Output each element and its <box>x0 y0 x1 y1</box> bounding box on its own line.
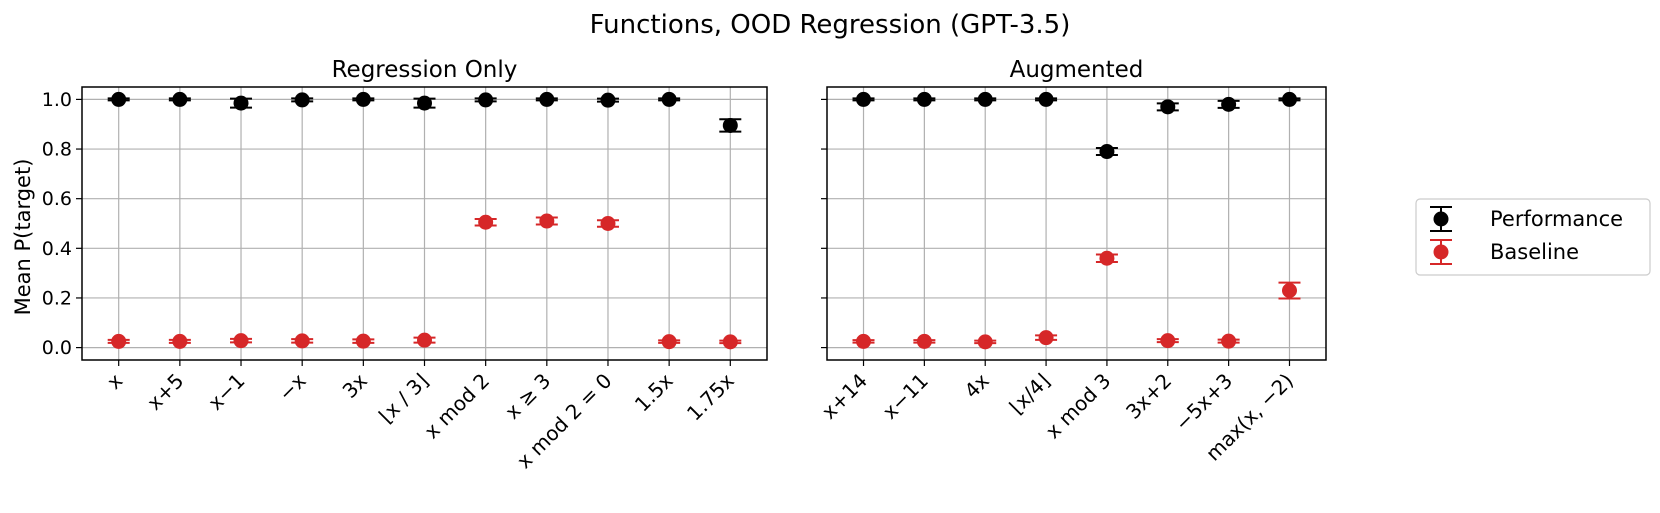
performance-point <box>478 92 494 108</box>
legend: Performance Baseline <box>1415 198 1651 276</box>
x-tick-label-x-3: x ≥ 3 <box>500 369 555 424</box>
baseline-point <box>1160 333 1176 349</box>
baseline-point <box>478 214 494 230</box>
baseline-point <box>294 333 310 349</box>
legend-marker-baseline <box>1433 244 1449 260</box>
x-tick-label-x: x <box>102 368 127 393</box>
performance-point <box>233 95 249 111</box>
axes-frame <box>826 86 1327 361</box>
legend-label-baseline: Baseline <box>1490 240 1579 264</box>
y-tick-label: 0.0 <box>42 337 72 359</box>
performance-point <box>722 117 738 133</box>
x-tick-label-x-mod-2: x mod 2 <box>419 369 494 444</box>
baseline-point <box>539 213 555 229</box>
performance-point <box>417 95 432 111</box>
y-axis-label: Mean P(target) <box>11 159 35 316</box>
baseline-point <box>1038 330 1054 346</box>
legend-item-performance: Performance <box>1430 206 1623 232</box>
performance-point <box>600 92 616 108</box>
baseline-point <box>172 333 188 349</box>
legend-item-baseline: Baseline <box>1430 239 1579 265</box>
performance-point <box>1160 99 1176 115</box>
x-tick-label-4x: 4x <box>959 368 993 402</box>
baseline-point <box>661 334 677 350</box>
x-tick-label-x-14: x+14 <box>817 369 872 424</box>
x-tick-label-x: −x <box>274 368 311 405</box>
performance-point <box>294 92 310 108</box>
legend-label-performance: Performance <box>1490 207 1623 231</box>
baseline-point <box>856 333 872 349</box>
baseline-point <box>1099 250 1115 266</box>
performance-point <box>1038 91 1054 107</box>
y-tick-label: 0.8 <box>42 139 72 161</box>
baseline-point <box>977 334 993 350</box>
panel-title: Augmented <box>1010 57 1144 83</box>
baseline-point <box>1281 283 1297 299</box>
baseline-point <box>600 216 616 231</box>
performance-point <box>111 91 127 107</box>
y-tick-label: 0.2 <box>42 287 72 309</box>
performance-point <box>355 91 371 107</box>
legend-marker-performance <box>1433 211 1449 227</box>
performance-point <box>661 91 677 107</box>
performance-point <box>172 91 188 107</box>
y-tick-label: 0.6 <box>42 188 72 210</box>
baseline-point <box>722 334 738 350</box>
x-tick-label-x-4: ⌊x/4⌋ <box>1004 369 1054 419</box>
performance-point <box>539 91 555 107</box>
baseline-point <box>355 333 371 349</box>
x-tick-label-1-75x: 1.75x <box>682 368 739 425</box>
x-tick-label-3x: 3x <box>338 368 372 402</box>
panel-regression-only: Regression Only 0.0 0.2 0.4 0.6 0.8 1.0 x x+5 x−1… <box>42 57 768 473</box>
performance-point <box>916 91 932 107</box>
x-tick-label-x-3: ⌊x / 3⌋ <box>374 369 433 428</box>
baseline-point <box>916 333 932 349</box>
axes-frame <box>81 86 768 361</box>
baseline-point <box>111 333 127 349</box>
performance-point <box>856 91 872 107</box>
x-tick-label-1-5x: 1.5x <box>630 368 678 416</box>
y-tick-label: 0.4 <box>42 238 72 260</box>
legend-frame <box>1415 198 1651 276</box>
x-tick-label-x-1: x−1 <box>203 369 249 415</box>
performance-point <box>1281 91 1297 107</box>
y-tick-label: 1.0 <box>42 89 72 111</box>
x-tick-label-x-5: x+5 <box>142 369 188 415</box>
x-tick-label-x-mod-3: x mod 3 <box>1041 369 1116 444</box>
panel-title: Regression Only <box>332 57 518 83</box>
baseline-point <box>417 332 432 348</box>
performance-point <box>977 91 993 107</box>
baseline-point <box>1221 333 1237 349</box>
x-tick-label-3x-2: 3x+2 <box>1121 369 1176 424</box>
x-tick-label-x-11: x−11 <box>878 369 933 424</box>
performance-point <box>1221 96 1237 112</box>
performance-point <box>1099 144 1115 160</box>
figure-title: Functions, OOD Regression (GPT-3.5) <box>590 10 1071 40</box>
baseline-point <box>233 333 249 349</box>
